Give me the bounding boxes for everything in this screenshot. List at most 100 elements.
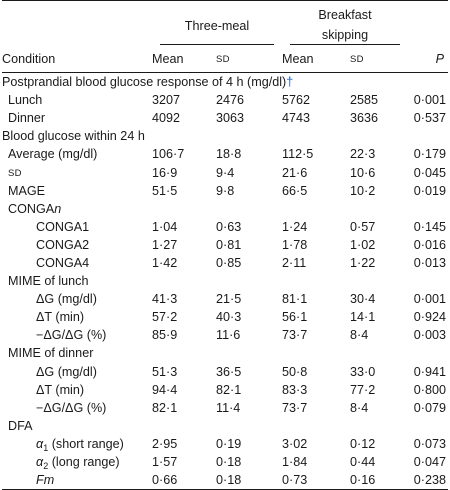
table-row: DFA [2,417,448,435]
cell-p-value: 0·941 [413,364,446,379]
cell-sd-skipping: 77·2 [350,382,376,397]
cell-mean-three-meal: 0·66 [152,473,178,488]
group-header-three-meal-label: Three-meal [184,19,250,33]
cell-sd-skipping: 2585 [350,93,379,108]
cell-mean-skipping [282,200,350,218]
cell-sd-skipping: 0·12 [350,436,376,451]
cell-p-value: 0·003 [413,328,446,343]
row-label: SD [2,163,152,181]
cell-mean-skipping: 56·1 [282,310,308,325]
cell-p-value: 0·045 [413,165,446,180]
table-row: ΔT (min) 57·2 40·3 56·1 14·1 0·924 [2,308,448,326]
row-label-tail: (long range) [48,455,120,470]
table-row: α1 (short range) 2·95 0·19 3·02 0·12 0·073 [2,435,448,453]
cell-mean-three-meal [152,417,216,435]
cell-mean-skipping: 2·11 [282,255,307,270]
cell-sd-three-meal: 18·8 [216,147,242,162]
table-body: Postprandial blood glucose response of 4… [2,73,448,490]
cell-mean-three-meal: 1·57 [152,455,178,470]
header-group-row-1: Three-meal Breakfast [2,7,448,45]
cell-sd-skipping [350,272,408,290]
table-row: CONGA1 1·04 0·63 1·24 0·57 0·145 [2,218,448,236]
cell-mean-skipping: 1·84 [282,455,308,470]
cell-p-value: 0·001 [413,292,446,307]
cell-p-value: 0·019 [413,183,446,198]
cell-mean-three-meal: 57·2 [152,310,178,325]
cell-sd-skipping: 22·3 [350,147,376,162]
row-label-text: MIME of lunch [8,274,89,289]
col-header-sd-three-meal-label: SD [216,54,230,65]
table-row: Dinner 4092 3063 4743 3636 0·537 [2,109,448,127]
cell-sd-skipping: 3636 [350,111,379,126]
row-label: Dinner [2,109,152,127]
cell-p-value: 0·073 [413,436,446,451]
cell-mean-skipping: 0·73 [282,473,308,488]
cell-mean-three-meal: 94·4 [152,382,178,397]
table-row: Average (mg/dl) 106·7 18·8 112·5 22·3 0·179 [2,145,448,163]
table-row: α2 (long range) 1·57 0·18 1·84 0·44 0·047 [2,453,448,471]
cell-mean-three-meal: 82·1 [152,400,178,415]
table-row: CONGA2 1·27 0·81 1·78 1·02 0·016 [2,236,448,254]
cell-sd-three-meal: 3063 [216,111,245,126]
row-label: Lunch [2,91,152,109]
cell-mean-skipping [282,417,350,435]
cell-mean-skipping: 50·8 [282,364,308,379]
cell-sd-skipping [350,344,408,362]
cell-p-value [408,417,448,435]
cell-sd-three-meal: 9·8 [216,183,235,198]
cell-p-value: 0·537 [413,111,446,126]
row-label: α2 (long range) [2,453,152,471]
cell-mean-three-meal [152,344,216,362]
row-label: MIME of lunch [2,272,152,290]
cell-mean-three-meal: 16·9 [152,165,178,180]
cell-mean-skipping [282,272,350,290]
row-label-text: Average (mg/dl) [8,147,98,162]
group-rule-three-meal [160,44,274,45]
cell-sd-skipping [350,417,408,435]
table-row: ΔT (min) 94·4 82·1 83·3 77·2 0·800 [2,381,448,399]
row-label-text: −ΔG/ΔG (%) [36,328,107,343]
cell-p-value [408,200,448,218]
row-label-text: ΔG (mg/dl) [36,364,97,379]
table-row: MAGE 51·5 9·8 66·5 10·2 0·019 [2,182,448,200]
cell-sd-skipping: 10·2 [350,183,376,198]
cell-mean-skipping: 83·3 [282,382,308,397]
row-label-text: DFA [8,418,33,433]
cell-mean-three-meal: 51·5 [152,183,178,198]
group-header-three-meal: Three-meal [152,7,282,46]
cell-mean-skipping: 4743 [282,111,311,126]
cell-p-value: 0·016 [413,237,446,252]
row-label-text: −ΔG/ΔG (%) [36,400,107,415]
row-label: CONGA1 [2,218,152,236]
row-label: CONGA4 [2,254,152,272]
cell-mean-three-meal: 4092 [152,111,181,126]
cell-mean-skipping: 112·5 [282,147,314,162]
cell-mean-three-meal: 51·3 [152,364,178,379]
group-header-skipping-label: skipping [321,27,369,42]
cell-mean-three-meal: 1·04 [152,219,178,234]
cell-sd-skipping: 14·1 [350,310,376,325]
col-header-sd-skipping-label: SD [350,54,364,65]
cell-sd-three-meal: 0·19 [216,436,242,451]
cell-sd-three-meal: 2476 [216,93,245,108]
table-row: −ΔG/ΔG (%) 85·9 11·6 73·7 8·4 0·003 [2,326,448,344]
col-header-condition: Condition [2,52,56,66]
row-label-subscript: 1 [43,442,49,453]
cell-sd-skipping: 0·44 [350,455,376,470]
row-label-text: ΔT (min) [36,310,85,325]
cell-sd-three-meal [216,272,282,290]
col-header-p-value: P [435,52,444,66]
cell-sd-three-meal: 21·5 [216,292,242,307]
row-label-text: SD [8,167,22,179]
cell-sd-skipping: 10·6 [350,165,376,180]
dagger-footnote-mark[interactable]: † [286,75,294,90]
cell-mean-skipping: 81·1 [282,292,308,307]
cell-mean-three-meal: 41·3 [152,292,178,307]
section-label-text: Blood glucose within 24 h [2,129,145,144]
cell-sd-skipping [350,200,408,218]
cell-mean-three-meal: 106·7 [152,147,185,162]
cell-sd-three-meal: 82·1 [216,382,242,397]
table-row: Lunch 3207 2476 5762 2585 0·001 [2,91,448,109]
cell-mean-three-meal: 1·27 [152,237,178,252]
